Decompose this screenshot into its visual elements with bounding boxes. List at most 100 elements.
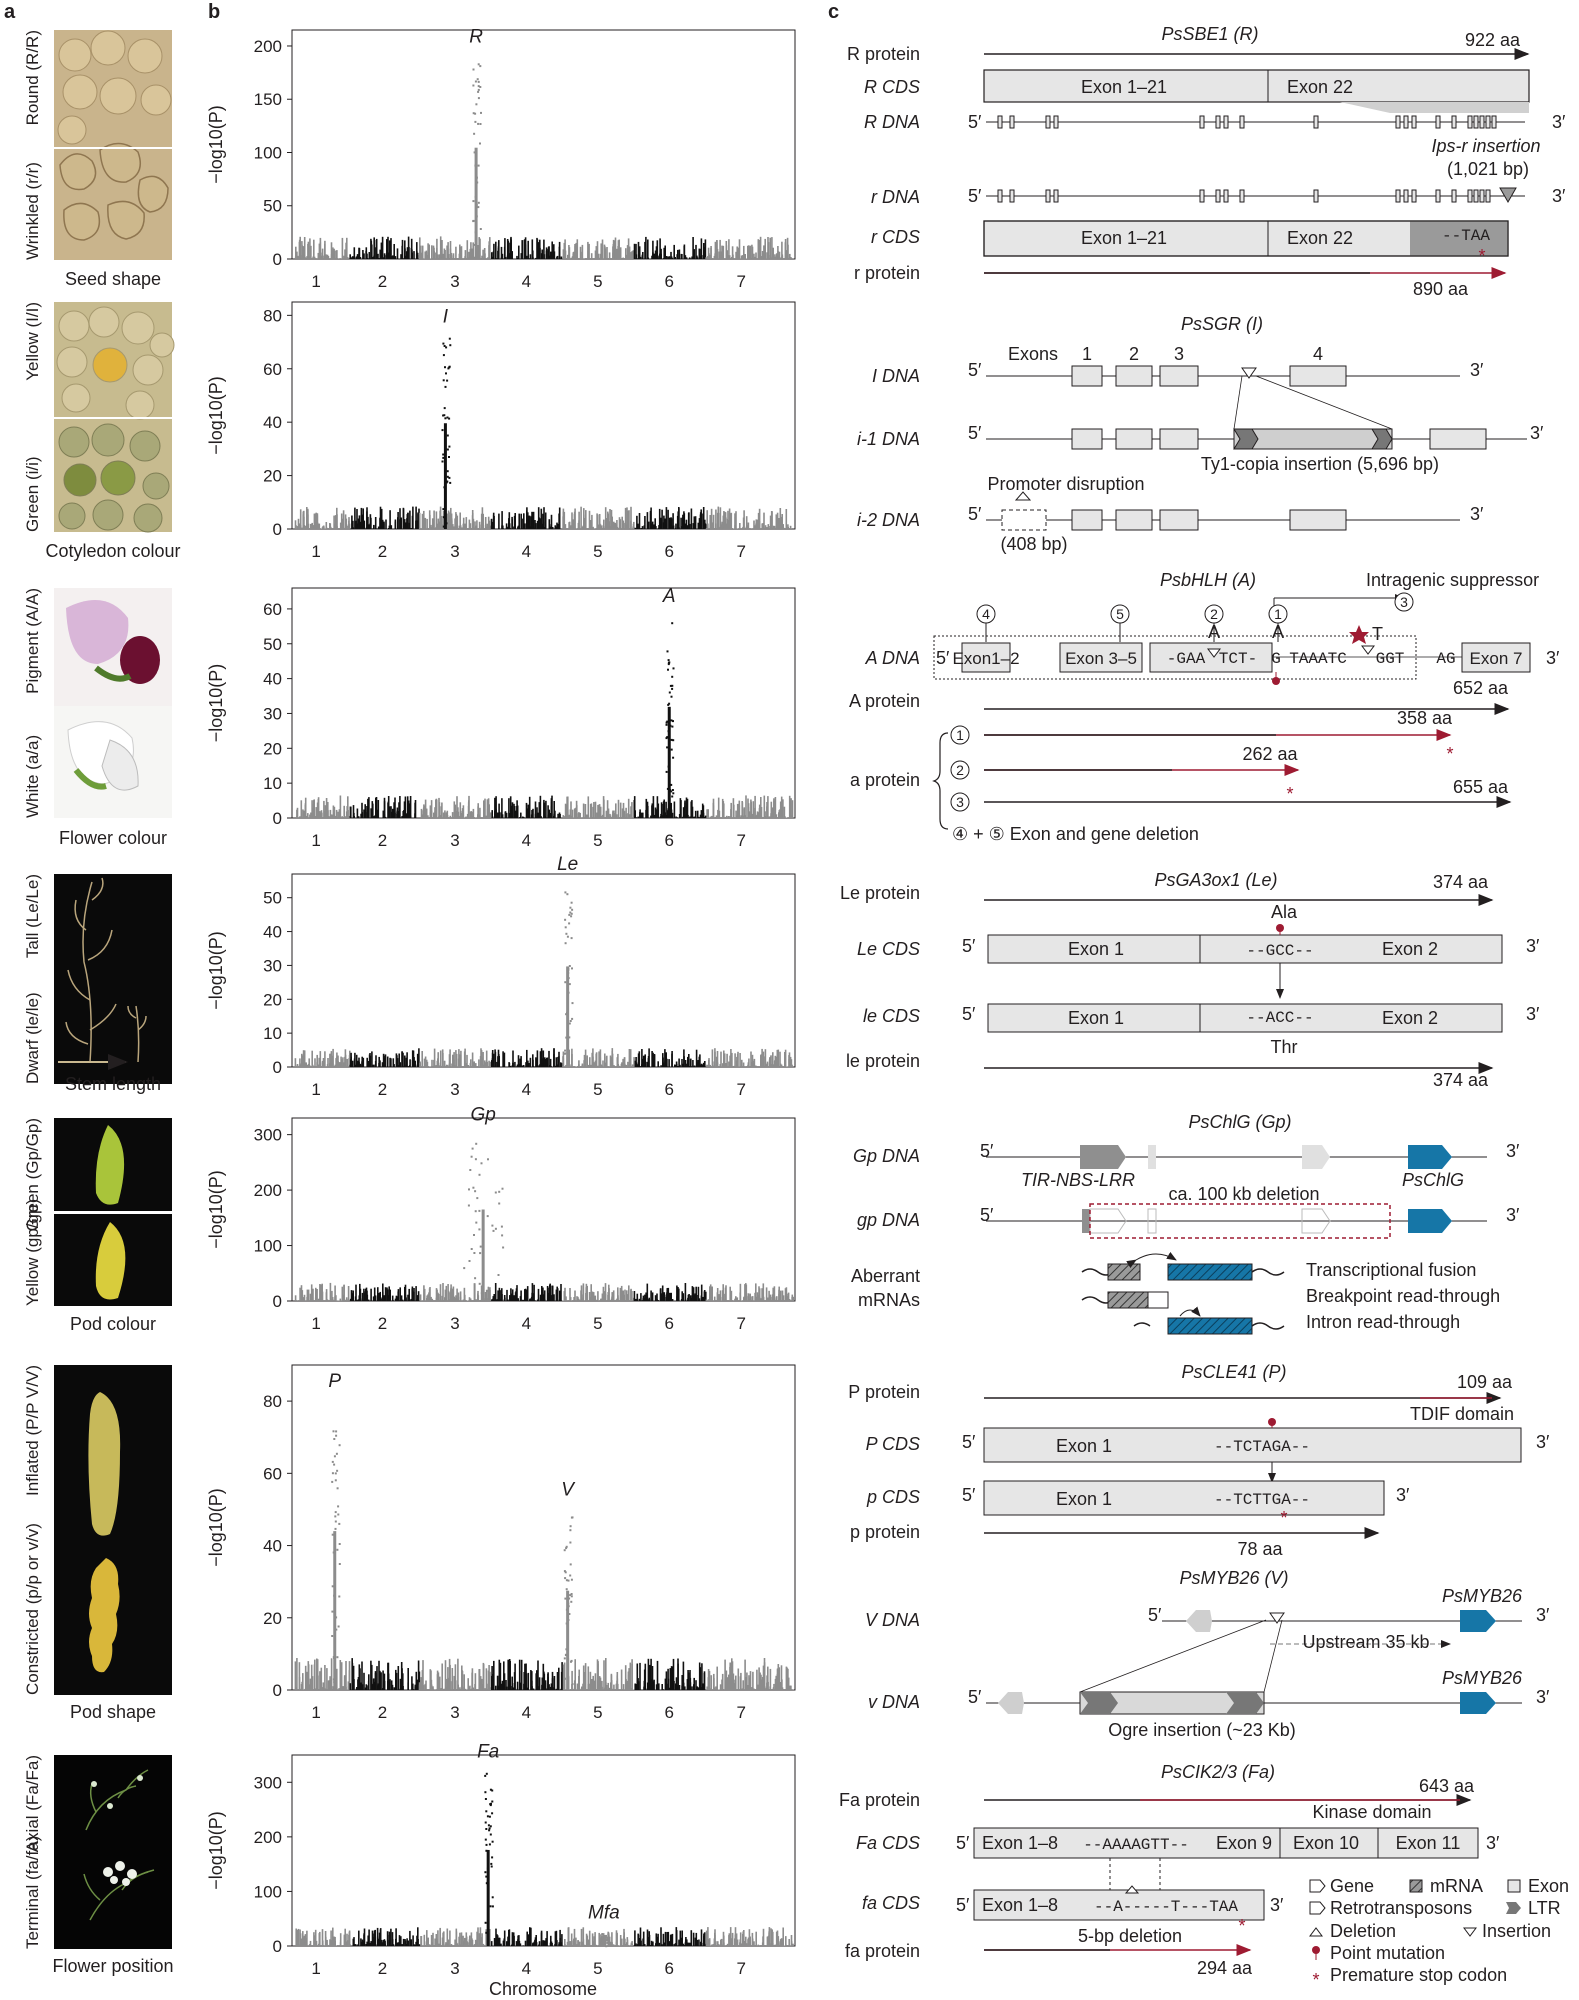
snp-point bbox=[488, 804, 490, 818]
snp-point bbox=[775, 814, 777, 818]
snp-point bbox=[585, 510, 587, 529]
snp-point bbox=[704, 1061, 706, 1067]
snp-point bbox=[704, 519, 706, 529]
snp-point bbox=[297, 255, 299, 259]
peak-label: Gp bbox=[470, 1105, 495, 1126]
snp-point bbox=[573, 808, 576, 818]
snp-point bbox=[505, 527, 508, 529]
snp-point bbox=[423, 1058, 426, 1067]
peak-point bbox=[568, 1022, 571, 1025]
snp-point bbox=[605, 811, 608, 818]
snp-point bbox=[757, 812, 760, 818]
snp-point bbox=[598, 1051, 600, 1067]
peak-point bbox=[670, 719, 673, 722]
snp-point bbox=[438, 802, 441, 818]
x-tick-label: 2 bbox=[378, 1314, 387, 1333]
snp-point bbox=[507, 817, 509, 818]
snp-point bbox=[501, 815, 503, 818]
snp-point bbox=[423, 510, 425, 529]
trait-label-dominant: Axial (Fa/Fa) bbox=[23, 1755, 42, 1852]
snp-point bbox=[764, 525, 767, 529]
peak-point bbox=[478, 1228, 481, 1231]
snp-point bbox=[689, 1295, 692, 1301]
snp-point bbox=[518, 513, 520, 529]
snp-point bbox=[509, 1660, 511, 1690]
snp-point bbox=[550, 526, 552, 529]
snp-point bbox=[697, 1286, 700, 1301]
snp-point bbox=[405, 251, 408, 259]
snp-point bbox=[465, 816, 467, 818]
snp-point bbox=[400, 817, 403, 818]
snp-point bbox=[412, 506, 414, 529]
panel-a bbox=[54, 30, 175, 1949]
snp-point bbox=[742, 517, 745, 529]
snp-point bbox=[459, 525, 462, 529]
snp-point bbox=[706, 510, 708, 529]
snp-point bbox=[627, 1064, 630, 1067]
snp-point bbox=[651, 1064, 654, 1067]
snp-point bbox=[492, 1298, 494, 1301]
snp-point bbox=[526, 808, 529, 818]
snp-point bbox=[344, 1056, 346, 1067]
snp-point bbox=[620, 1063, 623, 1067]
snp-point bbox=[355, 256, 358, 259]
peak-label: A bbox=[662, 586, 676, 607]
snp-point bbox=[428, 1296, 431, 1301]
x-tick-label: 5 bbox=[593, 1314, 602, 1333]
snp-point bbox=[468, 1686, 470, 1690]
snp-point bbox=[360, 813, 362, 818]
peak-point bbox=[448, 365, 451, 368]
snp-point bbox=[754, 525, 757, 529]
snp-point bbox=[396, 1296, 398, 1301]
snp-point bbox=[624, 507, 627, 529]
snp-point bbox=[330, 814, 333, 818]
peak-point bbox=[446, 416, 449, 419]
peak-point bbox=[471, 1147, 474, 1150]
snp-point bbox=[574, 1290, 576, 1301]
peak-point bbox=[571, 908, 574, 911]
snp-point bbox=[711, 815, 713, 818]
snp-point bbox=[743, 245, 745, 259]
snp-point bbox=[547, 1677, 549, 1690]
snp-point bbox=[777, 1049, 780, 1067]
snp-point bbox=[507, 240, 510, 259]
snp-point bbox=[597, 1663, 599, 1690]
snp-point bbox=[790, 528, 792, 529]
snp-point bbox=[676, 1063, 678, 1067]
snp-point bbox=[622, 257, 624, 259]
y-tick-label: 200 bbox=[254, 1181, 282, 1200]
snp-point bbox=[531, 1283, 534, 1301]
snp-point bbox=[591, 1052, 593, 1067]
snp-point bbox=[631, 802, 633, 818]
snp-point bbox=[786, 250, 788, 259]
snp-point bbox=[460, 813, 463, 818]
snp-point bbox=[413, 251, 415, 259]
snp-point bbox=[726, 1677, 729, 1690]
snp-point bbox=[436, 1065, 438, 1067]
snp-point bbox=[782, 799, 784, 818]
snp-point bbox=[505, 813, 508, 818]
snp-point bbox=[393, 807, 396, 818]
snp-point bbox=[587, 796, 590, 818]
snp-point bbox=[690, 1058, 692, 1067]
snp-point bbox=[770, 519, 773, 529]
y-tick-label: 60 bbox=[263, 600, 282, 619]
snp-point bbox=[418, 1671, 421, 1690]
peak-point bbox=[474, 1277, 477, 1280]
snp-point bbox=[359, 521, 362, 529]
snp-point bbox=[459, 512, 461, 529]
snp-point bbox=[677, 1299, 679, 1301]
snp-point bbox=[674, 257, 676, 259]
snp-point bbox=[424, 517, 427, 529]
peak-point bbox=[498, 1202, 501, 1205]
snp-point bbox=[671, 1051, 673, 1067]
snp-point bbox=[735, 1296, 737, 1301]
snp-point bbox=[333, 250, 336, 259]
snp-point bbox=[633, 243, 636, 259]
snp-point bbox=[468, 795, 470, 818]
snp-point bbox=[357, 1689, 359, 1690]
snp-point bbox=[661, 1296, 663, 1301]
snp-point bbox=[553, 1676, 556, 1690]
snp-point bbox=[463, 1688, 465, 1690]
snp-point bbox=[762, 1051, 765, 1067]
